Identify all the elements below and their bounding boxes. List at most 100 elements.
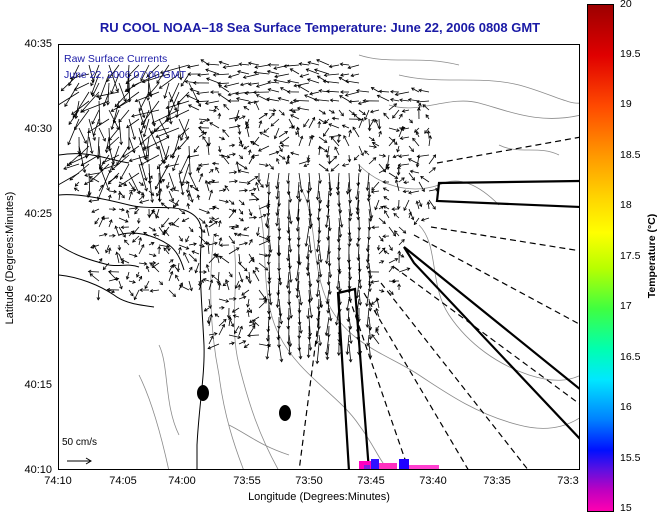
- current-vector: [364, 109, 370, 121]
- current-vector-head: [186, 65, 191, 69]
- current-vector: [155, 163, 170, 190]
- current-vector: [276, 172, 280, 189]
- current-vector: [199, 118, 210, 124]
- current-vector: [258, 145, 270, 152]
- current-vector: [358, 253, 361, 272]
- current-vector: [159, 73, 180, 89]
- current-vector: [208, 254, 217, 264]
- current-vector-head: [357, 101, 362, 106]
- current-vector-head: [185, 136, 189, 140]
- current-vector: [81, 100, 110, 112]
- current-vector-head: [264, 267, 269, 271]
- colorbar-tick: 18.5: [620, 149, 641, 161]
- current-vector-head: [204, 179, 209, 184]
- current-vector: [188, 190, 193, 203]
- current-vector: [218, 82, 230, 85]
- current-vector: [128, 73, 130, 92]
- current-vector-head: [245, 120, 249, 125]
- current-vector-head: [393, 212, 398, 217]
- current-vector-head: [91, 79, 95, 84]
- current-vector-head: [206, 210, 211, 214]
- current-vector: [216, 254, 220, 264]
- current-vector: [367, 253, 370, 269]
- current-vector: [138, 190, 145, 196]
- current-vector-head: [266, 239, 271, 244]
- current-vector-head: [251, 258, 255, 263]
- current-vector: [318, 208, 320, 221]
- current-vector: [188, 267, 193, 273]
- current-vector-head: [119, 176, 124, 180]
- current-vector: [398, 126, 404, 138]
- current-vector-head: [316, 59, 320, 63]
- xtick-label: 73:40: [419, 475, 447, 487]
- current-vector-head: [234, 330, 238, 334]
- current-vector: [215, 167, 220, 174]
- current-vector-head: [323, 139, 328, 143]
- current-vector-head: [340, 112, 344, 117]
- current-vector-head: [426, 130, 431, 134]
- current-vector: [158, 188, 162, 201]
- current-vector-head: [253, 215, 258, 220]
- current-vector: [158, 280, 163, 285]
- current-vector: [316, 59, 330, 66]
- current-vector-head: [241, 201, 245, 206]
- current-vector-head: [238, 140, 243, 145]
- current-vector: [244, 343, 250, 348]
- current-vector-head: [393, 103, 398, 107]
- current-vector: [248, 198, 259, 201]
- current-vector-head: [324, 224, 329, 229]
- current-vector-head: [227, 92, 232, 97]
- current-vector-head: [286, 180, 291, 184]
- current-vector: [152, 210, 160, 219]
- current-vector-head: [330, 168, 335, 172]
- current-vector: [138, 244, 145, 255]
- current-vector-head: [288, 249, 293, 253]
- current-vector: [225, 279, 230, 291]
- current-vector: [208, 109, 217, 112]
- current-vector-head: [316, 279, 320, 284]
- current-vector: [268, 109, 276, 111]
- current-vector-head: [112, 207, 117, 212]
- current-vector: [308, 316, 311, 336]
- current-vector-head: [289, 68, 294, 72]
- current-vector: [238, 163, 248, 170]
- current-vector: [128, 253, 138, 257]
- current-vector-head: [416, 99, 420, 104]
- current-vector: [71, 100, 90, 115]
- current-vector: [165, 109, 190, 122]
- current-vector: [128, 289, 134, 297]
- current-vector-head: [181, 210, 186, 215]
- current-vector-head: [358, 302, 363, 306]
- current-vector: [305, 226, 310, 247]
- current-vector: [147, 145, 150, 162]
- current-vector-head: [318, 180, 322, 184]
- current-vector-head: [127, 98, 132, 103]
- current-vector: [236, 98, 250, 102]
- current-vector-head: [144, 156, 149, 160]
- current-vector: [257, 226, 260, 236]
- current-vector: [197, 194, 200, 201]
- current-vector: [327, 190, 330, 208]
- map-plot-area[interactable]: [58, 44, 580, 470]
- current-vector-head: [231, 309, 236, 313]
- current-vector-head: [249, 319, 253, 323]
- current-vector: [218, 319, 227, 327]
- current-vector-head: [347, 286, 352, 290]
- current-vector-head: [217, 112, 222, 117]
- current-vector-head: [218, 84, 222, 89]
- current-vector-head: [295, 131, 299, 136]
- current-vector-head: [247, 61, 252, 66]
- current-vector: [128, 280, 136, 283]
- current-vector: [328, 307, 332, 321]
- current-vector: [428, 154, 436, 165]
- current-vector-head: [214, 313, 218, 317]
- current-vector-head: [243, 267, 248, 272]
- current-vector: [218, 113, 220, 120]
- current-vector: [138, 154, 147, 181]
- current-vector-head: [323, 73, 328, 78]
- current-vector: [243, 106, 250, 111]
- colorbar-tick: 16: [620, 401, 632, 413]
- current-vector-head: [289, 108, 294, 113]
- current-vector-head: [255, 181, 259, 186]
- current-vector: [416, 100, 430, 103]
